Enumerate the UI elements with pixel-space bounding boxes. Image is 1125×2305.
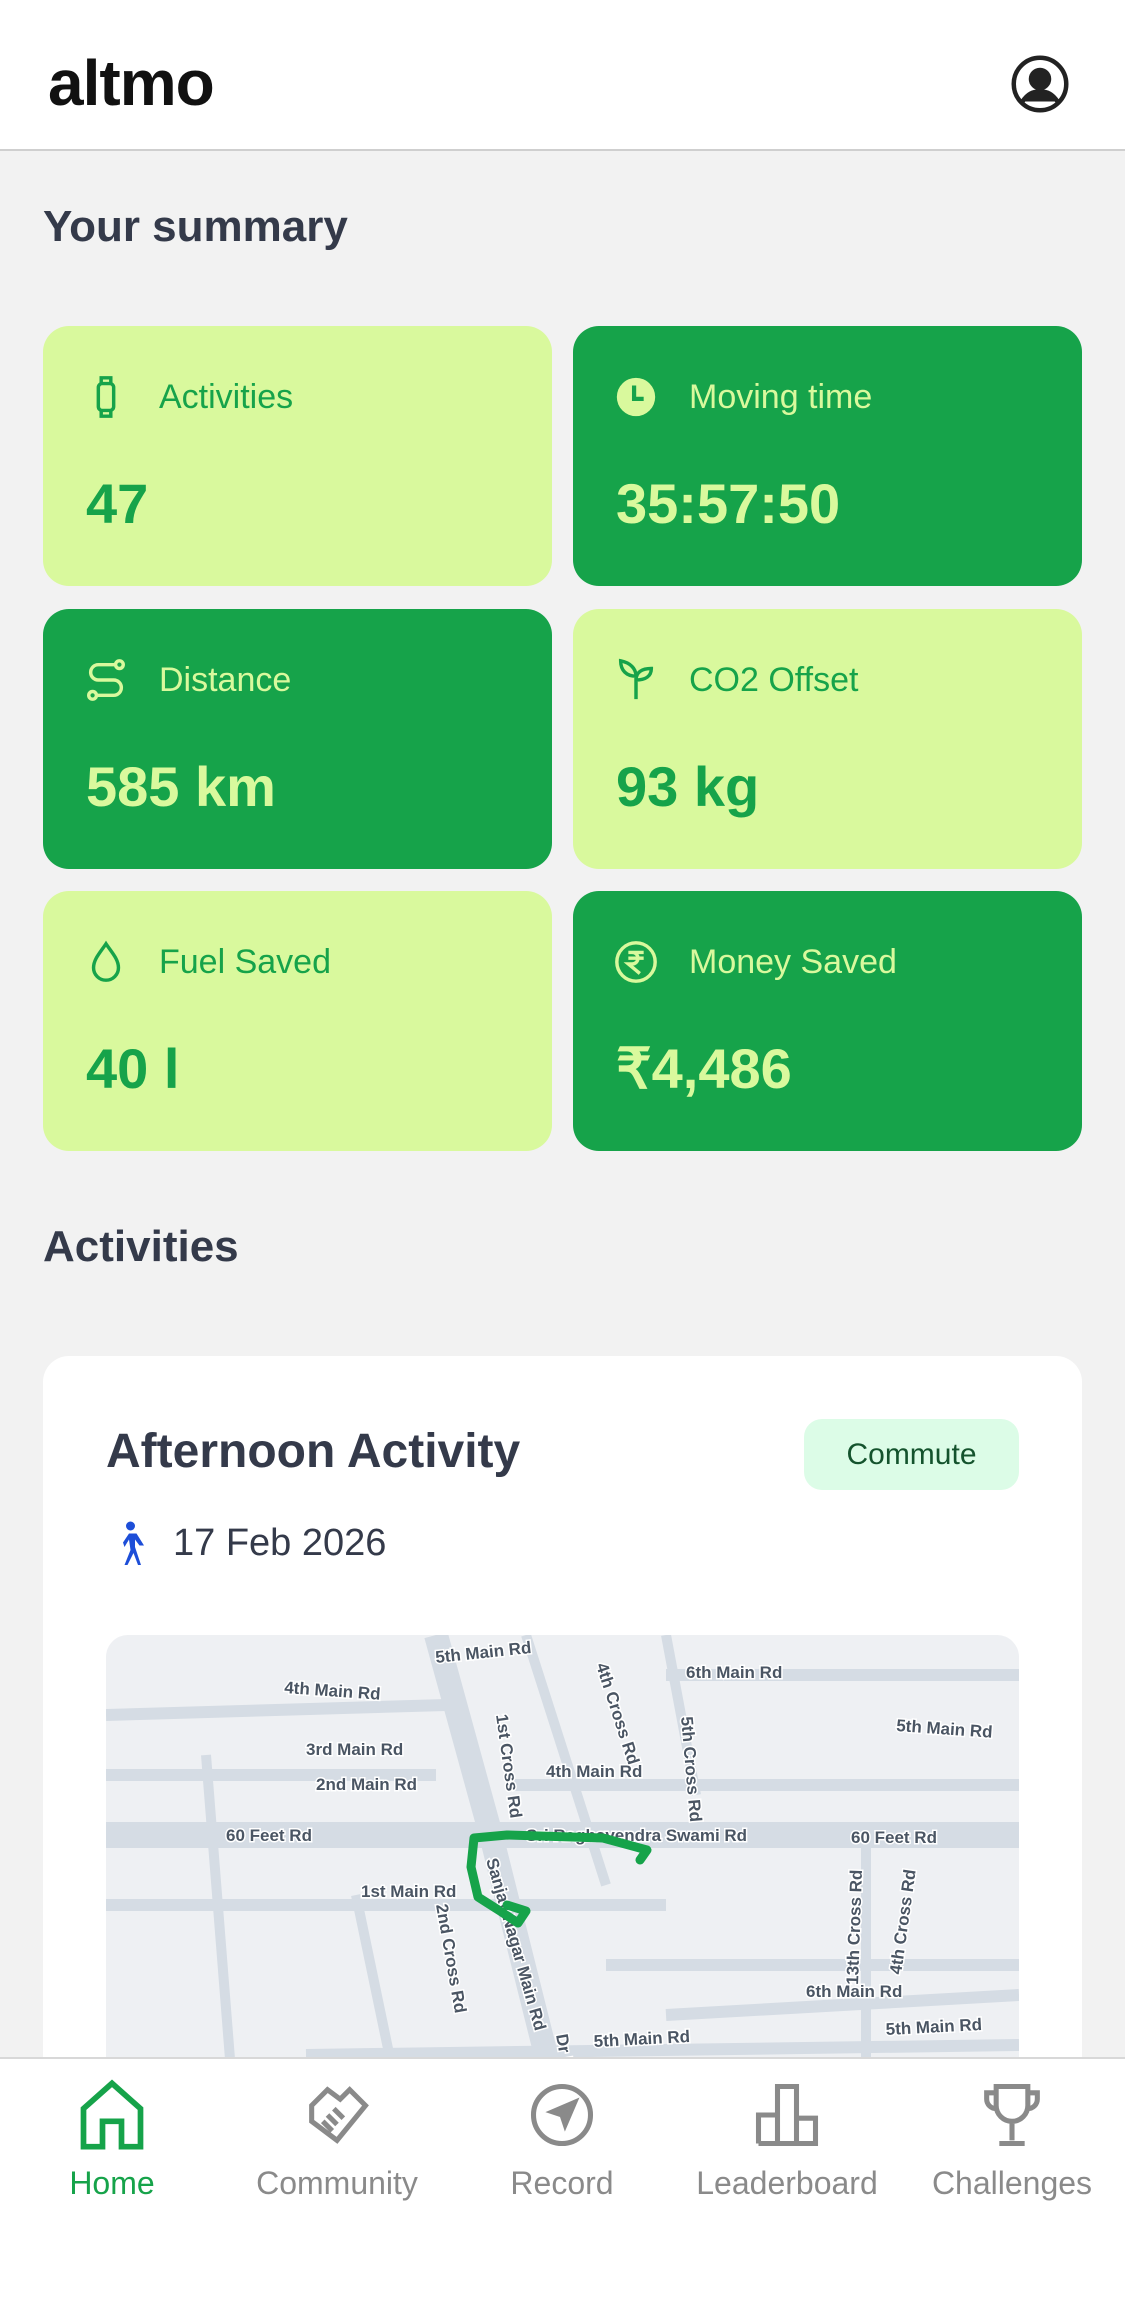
nav-home[interactable]: Home (2, 2077, 222, 2217)
route-icon (87, 659, 125, 701)
droplet-icon (91, 940, 121, 982)
clock-icon (616, 377, 656, 417)
stat-card-co2-offset[interactable]: CO2 Offset 93 kg (573, 609, 1082, 869)
home-icon (80, 2079, 144, 2150)
stat-value: 35:57:50 (616, 472, 841, 535)
map-label: 5th Cross Rd (677, 1716, 705, 1823)
stat-value: 40 l (86, 1037, 180, 1100)
activity-title: Afternoon Activity (106, 1425, 521, 1478)
stat-card-activities[interactable]: Activities 47 (43, 326, 552, 586)
stat-value: ₹4,486 (616, 1037, 792, 1100)
stat-label: Moving time (689, 378, 873, 416)
stat-label: Money Saved (689, 943, 897, 981)
nav-label: Record (510, 2165, 614, 2201)
map-label: Sanjay Nagar Main Rd (482, 1856, 549, 2033)
nav-leaderboard[interactable]: Leaderboard (677, 2077, 897, 2217)
nav-record[interactable]: Record (452, 2077, 672, 2217)
map-canvas: 5th Main Rd 4th Main Rd 4th Cross Rd 6th… (106, 1635, 1019, 2135)
map-label: 6th Main Rd (806, 1982, 902, 2001)
map-label: 5th Main Rd (885, 2015, 982, 2039)
map-label: 1st Cross Rd (492, 1713, 525, 1819)
leaderboard-icon (755, 2083, 819, 2147)
nav-challenges[interactable]: Challenges (902, 2077, 1122, 2217)
map-label: 2nd Main Rd (316, 1775, 417, 1794)
map-label: 4th Cross Rd (592, 1660, 643, 1766)
activity-card[interactable]: Afternoon Activity Commute 17 Feb 2026 (43, 1356, 1082, 2156)
map-label: 4th Main Rd (546, 1762, 642, 1781)
user-circle-icon[interactable] (1010, 54, 1070, 114)
activity-type-badge: Commute (804, 1419, 1019, 1490)
nav-label: Home (69, 2165, 155, 2201)
navigation-icon (530, 2083, 594, 2147)
map-label: 60 Feet Rd (851, 1828, 937, 1847)
app-header: altmo (0, 0, 1125, 151)
sprout-icon (618, 658, 654, 700)
nav-label: Challenges (931, 2165, 1093, 2201)
stat-card-money-saved[interactable]: Money Saved ₹4,486 (573, 891, 1082, 1151)
trophy-icon (984, 2083, 1040, 2147)
stat-label: CO2 Offset (689, 661, 859, 699)
bottom-nav: Home Community Record Leaderboard Challe… (0, 2057, 1125, 2305)
stat-value: 47 (86, 472, 149, 535)
walking-icon (123, 1521, 144, 1565)
nav-community[interactable]: Community (227, 2077, 447, 2217)
map-label: 13th Cross Rd (843, 1869, 866, 1985)
map-label: 2nd Cross Rd (432, 1902, 470, 2014)
handshake-icon (309, 2086, 369, 2144)
map-label: 60 Feet Rd (226, 1826, 312, 1845)
stat-card-distance[interactable]: Distance 585 km (43, 609, 552, 869)
stat-card-fuel-saved[interactable]: Fuel Saved 40 l (43, 891, 552, 1151)
activity-route (466, 1830, 652, 1928)
activity-route-map[interactable]: 5th Main Rd 4th Main Rd 4th Cross Rd 6th… (106, 1635, 1019, 2135)
stat-label: Activities (159, 378, 294, 416)
stat-label: Fuel Saved (159, 943, 331, 981)
map-label: 1st Main Rd (361, 1882, 456, 1901)
app-logo: altmo (48, 47, 215, 119)
stat-card-moving-time[interactable]: Moving time 35:57:50 (573, 326, 1082, 586)
nav-label: Community (256, 2165, 418, 2201)
summary-title: Your summary (43, 202, 348, 251)
stat-value: 93 kg (616, 755, 760, 818)
map-label: 5th Main Rd (896, 1716, 993, 1742)
smartwatch-icon (96, 376, 116, 418)
map-label: 4th Main Rd (284, 1678, 381, 1704)
activity-date: 17 Feb 2026 (173, 1522, 387, 1564)
stat-label: Distance (159, 661, 292, 699)
nav-label: Leaderboard (696, 2165, 878, 2201)
rupee-icon (615, 941, 657, 983)
stat-value: 585 km (86, 755, 276, 818)
map-label: 6th Main Rd (686, 1663, 782, 1682)
map-label: 3rd Main Rd (306, 1740, 403, 1759)
activities-title: Activities (43, 1222, 239, 1271)
